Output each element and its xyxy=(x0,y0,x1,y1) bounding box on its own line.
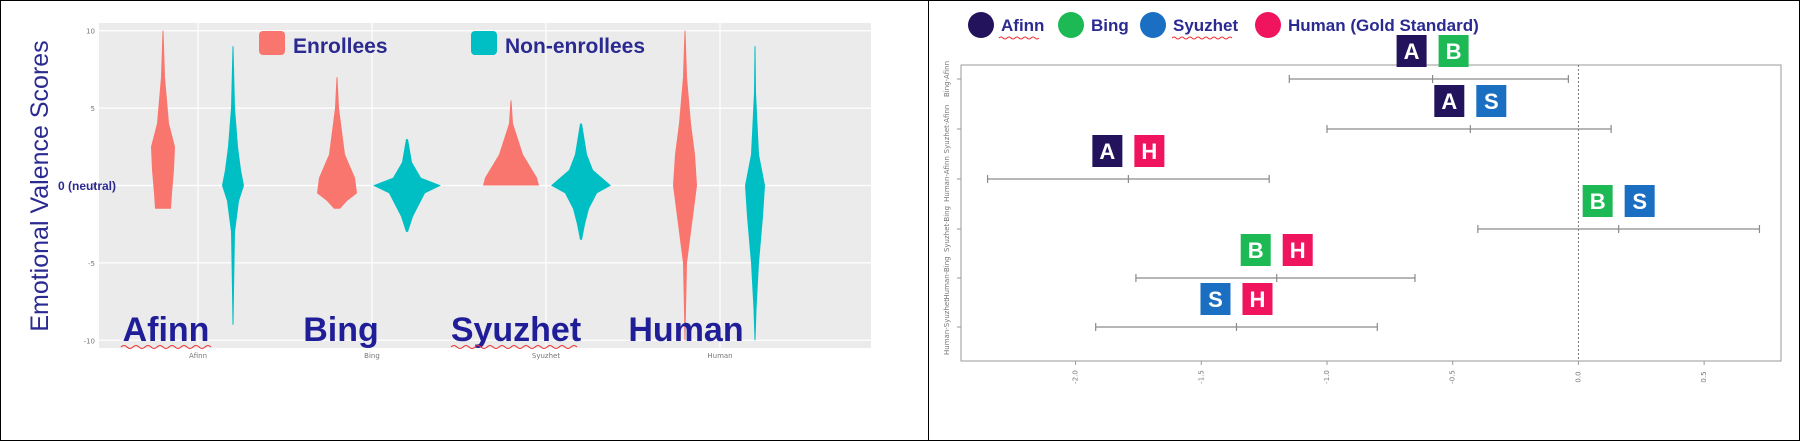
violin-y-tick-label: 10 xyxy=(86,28,95,36)
badge-h xyxy=(1282,234,1313,266)
x-tick-label: -1.0 xyxy=(1323,370,1331,384)
row-label: Syuzhet-Afinn xyxy=(943,105,951,154)
badge-letter: S xyxy=(1484,89,1499,114)
legend-dot-bing xyxy=(1058,12,1084,38)
spellcheck-underline xyxy=(120,345,212,349)
neutral-label: 0 (neutral) xyxy=(58,179,116,193)
row-label: Human-Bing xyxy=(943,256,951,299)
legend-label-human: Human (Gold Standard) xyxy=(1288,16,1479,35)
badge-a xyxy=(1434,85,1465,117)
category-label-syuzhet: Syuzhet xyxy=(451,311,581,349)
badge-letter: H xyxy=(1250,287,1266,312)
badge-b xyxy=(1582,185,1613,217)
badge-letter: A xyxy=(1404,39,1420,64)
badge-letter: H xyxy=(1141,139,1157,164)
violin-human-non-enrollees xyxy=(745,46,765,341)
violin-panel: 10 5 0 -5 -10 Emotional Valence Scores 0 (ne… xyxy=(0,0,930,441)
violin-syuzhet-enrollees xyxy=(483,100,539,186)
violin-y-axis-label: Emotional Valence Scores xyxy=(26,40,54,331)
x-tick-label: 0.0 xyxy=(1574,371,1582,382)
legend-label-bing: Bing xyxy=(1091,16,1129,35)
badge-a xyxy=(1092,135,1123,167)
badge-letter: A xyxy=(1441,89,1457,114)
badge-h xyxy=(1242,283,1273,315)
badge-letter: A xyxy=(1099,139,1115,164)
badge-letter: H xyxy=(1290,238,1306,263)
row-label: Human-Syuzhet xyxy=(943,299,951,355)
violin-syuzhet-non-enrollees xyxy=(551,123,611,240)
x-tick-label: 0.5 xyxy=(1700,371,1708,382)
badge-s xyxy=(1624,185,1655,217)
badge-s xyxy=(1200,283,1231,315)
violin-chart: 10 5 0 -5 -10 Emotional Valence Scores 0 (ne… xyxy=(26,23,871,360)
legend-label-afinn: Afinn xyxy=(1001,16,1044,35)
badge-h xyxy=(1134,135,1165,167)
badge-b xyxy=(1240,234,1271,266)
legend-label-non-enrollees: Non-enrollees xyxy=(505,35,645,58)
legend-dot-syuzhet xyxy=(1140,12,1166,38)
category-label-bing: Bing xyxy=(303,311,379,349)
legend-dot-afinn xyxy=(968,12,994,38)
spellcheck-underline xyxy=(998,36,1040,40)
legend-swatch-enrollees xyxy=(259,31,285,55)
violin-bing-enrollees xyxy=(317,77,357,209)
legend-label-syuzhet: Syuzhet xyxy=(1173,16,1239,35)
badge-letter: S xyxy=(1208,287,1223,312)
badge-letter: B xyxy=(1590,189,1606,214)
legend-dot-human xyxy=(1255,12,1281,38)
violin-x-tick-label: Human xyxy=(707,352,732,360)
category-label-afinn: Afinn xyxy=(123,311,210,349)
category-label-human: Human xyxy=(628,311,743,349)
violin-y-tick-label: 0 xyxy=(91,183,95,191)
violin-y-tick-label: 5 xyxy=(91,105,95,113)
violin-x-tick-label: Syuzhet xyxy=(532,352,560,360)
x-tick-label: -1.5 xyxy=(1197,370,1205,384)
badge-letter: B xyxy=(1248,238,1264,263)
badge-s xyxy=(1476,85,1507,117)
row-label: Syuzhet-Bing xyxy=(943,206,951,252)
badge-letter: S xyxy=(1632,189,1647,214)
violin-y-tick-label: -5 xyxy=(88,260,95,268)
interval-plot-area xyxy=(960,64,1782,362)
violin-human-enrollees xyxy=(673,30,697,341)
violin-y-tick-label: -10 xyxy=(84,337,95,345)
spellcheck-underline xyxy=(1171,36,1233,40)
violin-bing-non-enrollees xyxy=(373,139,441,232)
violin-afinn-non-enrollees xyxy=(222,46,244,325)
row-label: Bing-Afinn xyxy=(943,61,951,97)
x-tick-label: -0.5 xyxy=(1449,370,1457,384)
legend-swatch-non-enrollees xyxy=(471,31,497,55)
spellcheck-underline xyxy=(450,345,578,349)
violin-afinn-enrollees xyxy=(151,30,175,209)
row-label: Human-Afinn xyxy=(943,156,951,202)
violin-x-tick-label: Afinn xyxy=(189,352,207,360)
badge-b xyxy=(1438,35,1469,67)
badge-a xyxy=(1396,35,1427,67)
interval-panel: Afinn Bing Syuzhet Human (Gold Standard) Bi… xyxy=(928,0,1800,441)
legend-label-enrollees: Enrollees xyxy=(293,35,388,58)
violin-x-tick-label: Bing xyxy=(364,352,380,360)
badge-letter: B xyxy=(1446,39,1462,64)
x-tick-label: -2.0 xyxy=(1072,370,1080,384)
interval-chart: Afinn Bing Syuzhet Human (Gold Standard) Bi… xyxy=(943,12,1782,384)
